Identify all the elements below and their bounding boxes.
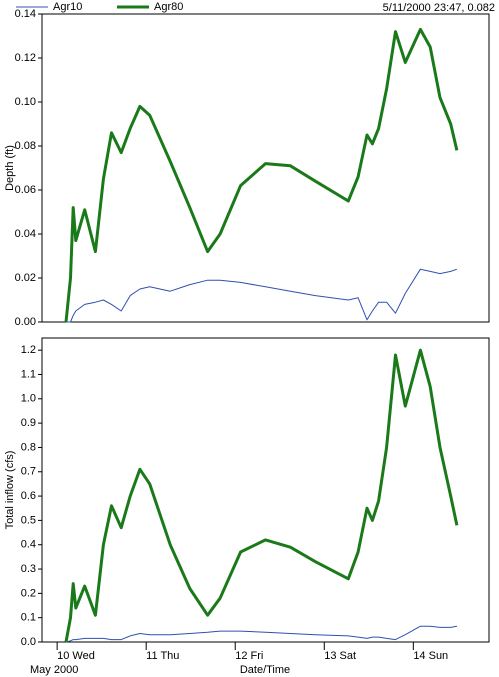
y-tick-label: 0.04 bbox=[15, 228, 36, 240]
y-tick-label: 0.10 bbox=[15, 96, 36, 108]
series-line bbox=[64, 348, 459, 643]
y-tick-label: 1.0 bbox=[21, 393, 36, 405]
series-line bbox=[65, 625, 457, 643]
y-tick-label: 0.6 bbox=[21, 490, 36, 502]
x-tick-label: 13 Sat bbox=[324, 650, 356, 662]
y-axis-label: Total inflow (cfs) bbox=[4, 451, 16, 530]
y-tick-label: 0.2 bbox=[21, 587, 36, 599]
y-tick-label: 0.06 bbox=[15, 184, 36, 196]
y-tick-label: 0.02 bbox=[15, 272, 36, 284]
y-tick-label: 1.2 bbox=[21, 344, 36, 356]
y-tick-label: 0.5 bbox=[21, 514, 36, 526]
x-axis-label: Date/Time bbox=[240, 664, 290, 676]
y-axis-label: Depth (ft) bbox=[4, 145, 16, 191]
y-tick-label: 0.4 bbox=[21, 539, 36, 551]
x-tick-label: 10 Wed bbox=[57, 650, 95, 662]
legend-label: Agr10 bbox=[53, 1, 82, 13]
plot-frame bbox=[41, 13, 490, 323]
x-tick-label: 11 Thu bbox=[146, 650, 179, 662]
y-tick-label: 0.00 bbox=[15, 316, 36, 328]
y-tick-label: 0.8 bbox=[21, 441, 36, 453]
readout: 5/11/2000 23:47, 0.082 bbox=[383, 2, 495, 14]
series-line bbox=[64, 27, 459, 323]
legend-label: Agr80 bbox=[154, 1, 183, 13]
y-tick-label: 0.1 bbox=[21, 612, 36, 624]
y-tick-label: 0.12 bbox=[15, 52, 36, 64]
y-tick-label: 0.9 bbox=[21, 417, 36, 429]
x-caption: May 2000 bbox=[30, 664, 78, 676]
y-tick-label: 0.14 bbox=[15, 8, 36, 20]
y-tick-label: 0.0 bbox=[21, 636, 36, 648]
plot-frame bbox=[41, 337, 490, 643]
x-tick-label: 12 Fri bbox=[235, 650, 263, 662]
y-tick-label: 0.3 bbox=[21, 563, 36, 575]
series-line bbox=[66, 268, 458, 323]
y-tick-label: 1.1 bbox=[21, 368, 36, 380]
y-tick-label: 0.7 bbox=[21, 466, 36, 478]
x-tick-label: 14 Sun bbox=[413, 650, 448, 662]
y-tick-label: 0.08 bbox=[15, 140, 36, 152]
